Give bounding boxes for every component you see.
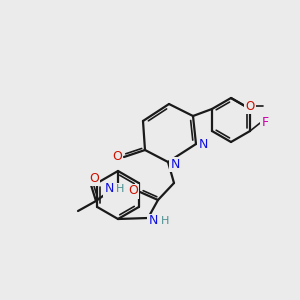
Text: H: H	[161, 216, 169, 226]
Text: F: F	[262, 116, 268, 128]
Text: O: O	[245, 100, 255, 113]
Text: N: N	[170, 158, 180, 170]
Text: O: O	[112, 151, 122, 164]
Text: N: N	[104, 182, 114, 196]
Text: H: H	[116, 184, 124, 194]
Text: N: N	[148, 214, 158, 227]
Text: N: N	[198, 137, 208, 151]
Text: O: O	[128, 184, 138, 197]
Text: O: O	[89, 172, 99, 184]
